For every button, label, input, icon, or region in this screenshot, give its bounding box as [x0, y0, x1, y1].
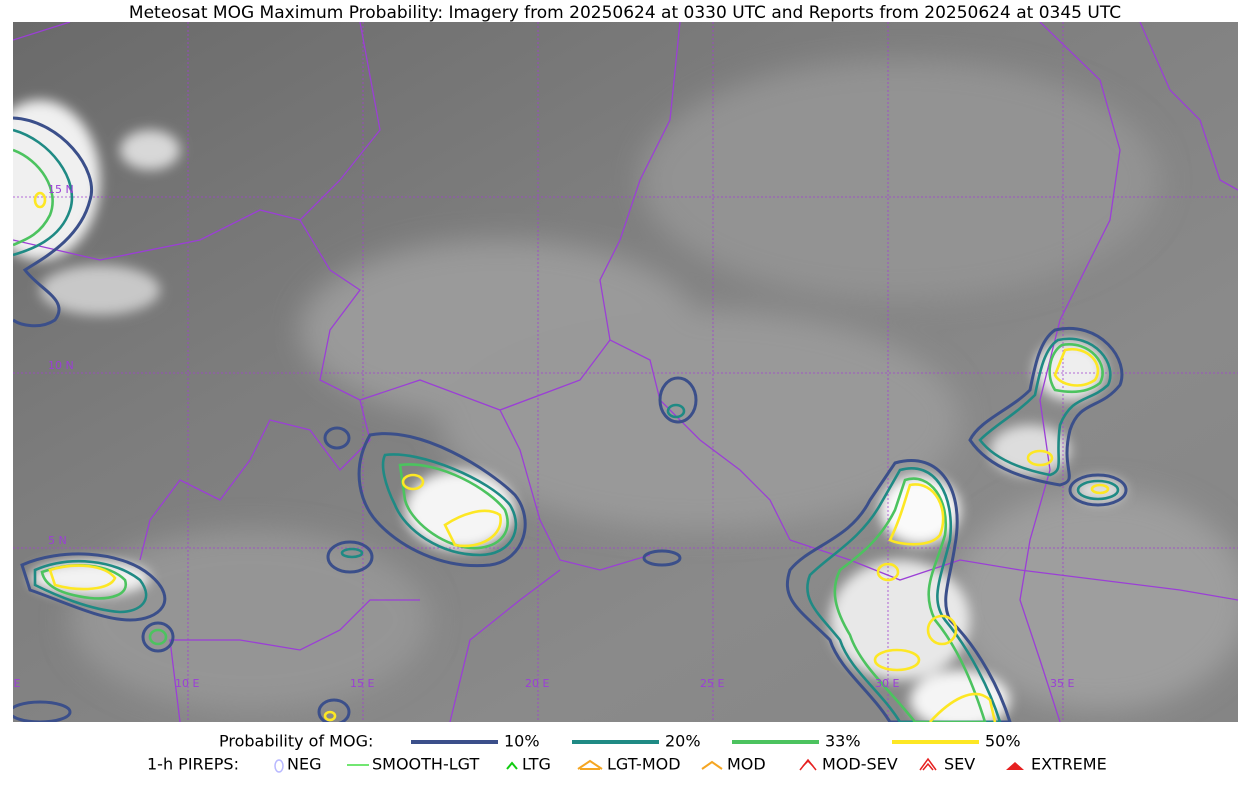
legend-label: MOD: [727, 755, 766, 774]
legend-label: LTG: [522, 755, 551, 774]
lon-label: 20 E: [525, 677, 549, 690]
pirep-icons: [274, 757, 1024, 773]
lon-label: 25 E: [700, 677, 724, 690]
legend-label: SEV: [944, 755, 975, 774]
legend-title: Probability of MOG:: [219, 732, 373, 751]
legend-label: MOD-SEV: [822, 755, 898, 774]
lon-label: 30 E: [875, 677, 899, 690]
lon-label: 5 E: [3, 677, 20, 690]
legend-title: 1-h PIREPS:: [147, 755, 239, 774]
legend-label: 33%: [825, 732, 861, 751]
lon-label: 10 E: [175, 677, 199, 690]
legend-label: EXTREME: [1031, 755, 1107, 774]
legend-label: 50%: [985, 732, 1021, 751]
probability-contours: [13, 116, 1128, 722]
convective-clouds: [13, 100, 1125, 722]
lat-label: 5 N: [48, 534, 67, 547]
lat-label: 10 N: [48, 359, 74, 372]
legend-label: 20%: [665, 732, 701, 751]
borders: [13, 22, 1238, 722]
lon-label: 15 E: [350, 677, 374, 690]
lon-label: 35 E: [1050, 677, 1074, 690]
legend-label: 10%: [504, 732, 540, 751]
cloud-tops: [70, 60, 1238, 710]
title: Meteosat MOG Maximum Probability: Imager…: [129, 3, 1121, 23]
legend-label: LGT-MOD: [607, 755, 681, 774]
legend-label: NEG: [287, 755, 321, 774]
lat-label: 15 N: [48, 183, 74, 196]
graticule: [13, 22, 1238, 722]
legend: Probability of MOG: 10% 20% 33% 50% 1-h …: [147, 732, 1107, 774]
map: 15 N 10 N 5 N 5 E 10 E 15 E 20 E 25 E 30…: [3, 22, 1238, 722]
geo-labels: 15 N 10 N 5 N 5 E 10 E 15 E 20 E 25 E 30…: [3, 183, 1074, 690]
legend-label: SMOOTH-LGT: [372, 755, 479, 774]
